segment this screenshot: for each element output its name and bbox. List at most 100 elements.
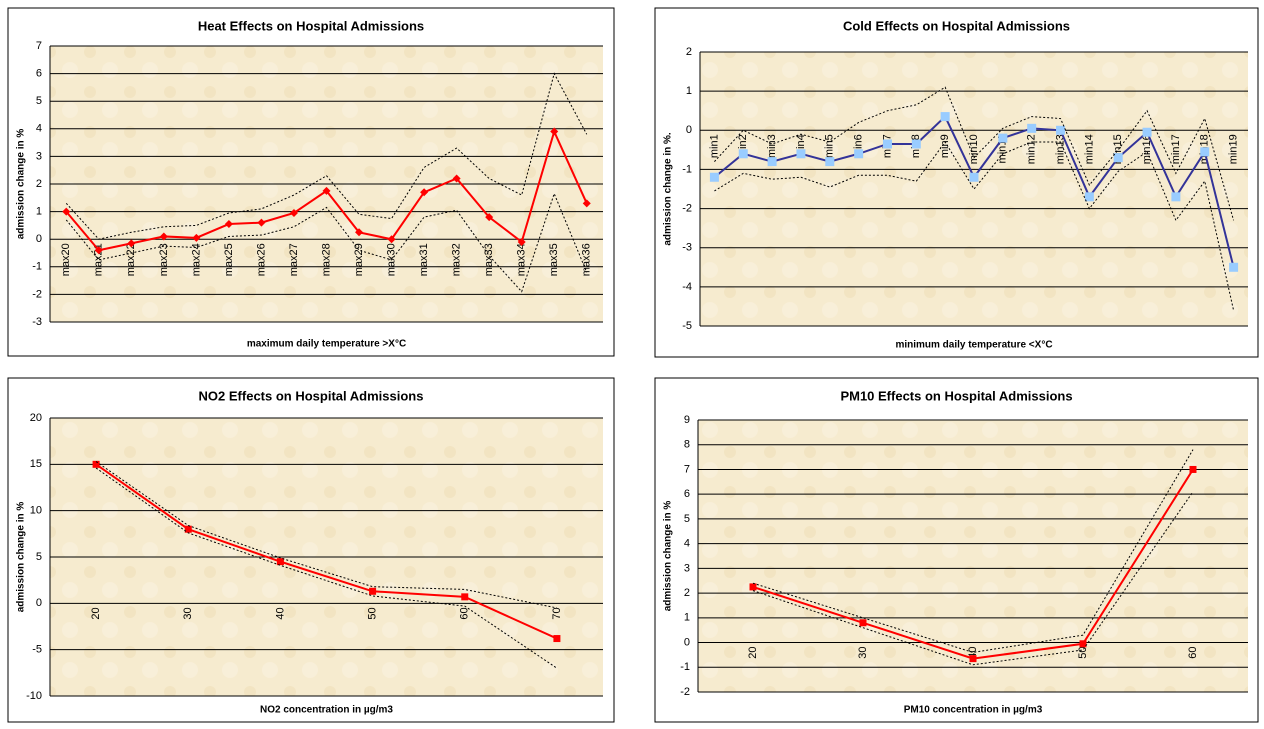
x-tick-label: 50 <box>366 607 378 619</box>
y-tick-label: -1 <box>680 661 690 673</box>
marker <box>1171 192 1181 202</box>
x-tick-label: max20 <box>60 243 72 276</box>
y-tick-label: 9 <box>684 414 690 426</box>
y-tick-label: 2 <box>686 46 692 58</box>
marker <box>369 587 377 595</box>
x-tick-label: min14 <box>1083 134 1095 164</box>
marker <box>1189 465 1197 473</box>
x-tick-label: max24 <box>190 243 202 276</box>
marker <box>184 525 192 533</box>
marker <box>1142 127 1152 137</box>
y-tick-label: 4 <box>36 123 42 135</box>
marker <box>553 635 561 643</box>
y-tick-label: 15 <box>30 458 42 470</box>
marker <box>1056 125 1066 135</box>
x-tick-label: max31 <box>418 243 430 276</box>
confidence-line <box>714 86 1235 221</box>
chart-title: Heat Effects on Hospital Admissions <box>198 18 424 33</box>
x-tick-label: max26 <box>255 243 267 276</box>
x-axis-label: minimum daily temperature <X°C <box>895 340 1052 351</box>
marker <box>1079 640 1087 648</box>
x-tick-label: max35 <box>548 243 560 276</box>
confidence-line <box>95 467 558 669</box>
x-tick-label: min16 <box>1141 134 1153 164</box>
y-tick-label: 3 <box>684 562 690 574</box>
x-axis-label: NO2 concentration in µg/m3 <box>260 705 393 716</box>
y-tick-label: -5 <box>32 644 42 656</box>
marker <box>969 655 977 663</box>
marker <box>796 149 806 159</box>
x-tick-label: max32 <box>451 243 463 276</box>
x-tick-label: 50 <box>1077 647 1089 659</box>
marker <box>355 228 364 237</box>
y-tick-label: -4 <box>682 281 692 293</box>
marker <box>224 220 233 229</box>
y-tick-label: 0 <box>36 233 42 245</box>
marker <box>289 208 298 217</box>
marker <box>159 232 168 241</box>
x-axis-label: maximum daily temperature >X°C <box>247 339 406 350</box>
x-tick-label: 70 <box>551 607 563 619</box>
y-tick-label: 6 <box>36 68 42 80</box>
marker <box>911 139 921 149</box>
x-tick-label: max28 <box>320 243 332 276</box>
y-tick-label: 5 <box>36 551 42 563</box>
chart: -10 -5 0 5 10 15 20 20 30 40 50 60 70 NO2 Effects on … <box>7 377 615 723</box>
y-tick-label: 5 <box>684 513 690 525</box>
x-tick-label: max36 <box>581 243 593 276</box>
marker <box>485 213 494 222</box>
marker <box>92 460 100 468</box>
confidence-line <box>714 141 1235 311</box>
marker <box>582 199 591 208</box>
y-tick-label: 7 <box>36 40 42 52</box>
marker <box>550 127 559 136</box>
marker <box>854 149 864 159</box>
marker <box>767 157 777 167</box>
x-tick-label: 20 <box>90 607 102 619</box>
y-tick-label: 2 <box>36 178 42 190</box>
x-tick-label: min1 <box>708 134 720 158</box>
marker <box>998 133 1008 143</box>
y-tick-label: -2 <box>32 288 42 300</box>
marker <box>940 112 950 122</box>
y-tick-label: 4 <box>684 538 690 550</box>
y-tick-label: 2 <box>684 587 690 599</box>
marker <box>859 619 867 627</box>
y-tick-label: -10 <box>26 690 42 702</box>
y-tick-label: 8 <box>684 439 690 451</box>
marker <box>882 139 892 149</box>
confidence-line <box>752 449 1194 653</box>
y-tick-label: -2 <box>680 686 690 698</box>
confidence-line <box>95 461 558 609</box>
marker <box>276 558 284 566</box>
marker <box>969 172 979 182</box>
y-tick-label: -1 <box>682 163 692 175</box>
marker <box>192 233 201 242</box>
marker <box>387 235 396 244</box>
chart-title: PM10 Effects on Hospital Admissions <box>840 388 1072 403</box>
y-tick-label: 1 <box>686 85 692 97</box>
x-tick-label: 60 <box>1187 647 1199 659</box>
confidence-line <box>752 491 1194 666</box>
x-tick-label: 30 <box>857 647 869 659</box>
y-axis-label: admission change in %. <box>663 132 674 246</box>
marker <box>738 149 748 159</box>
x-tick-label: max34 <box>516 243 528 276</box>
marker <box>709 172 719 182</box>
x-tick-label: 20 <box>747 647 759 659</box>
x-tick-label: max27 <box>288 243 300 276</box>
y-tick-label: 7 <box>684 463 690 475</box>
y-tick-label: -1 <box>32 261 42 273</box>
y-tick-label: 10 <box>30 505 42 517</box>
marker <box>1084 192 1094 202</box>
y-tick-label: 1 <box>684 612 690 624</box>
marker <box>420 188 429 197</box>
y-tick-label: 1 <box>36 206 42 218</box>
x-tick-label: max25 <box>223 243 235 276</box>
x-tick-label: max23 <box>158 243 170 276</box>
y-tick-label: -3 <box>682 242 692 254</box>
x-tick-label: min5 <box>824 134 836 158</box>
